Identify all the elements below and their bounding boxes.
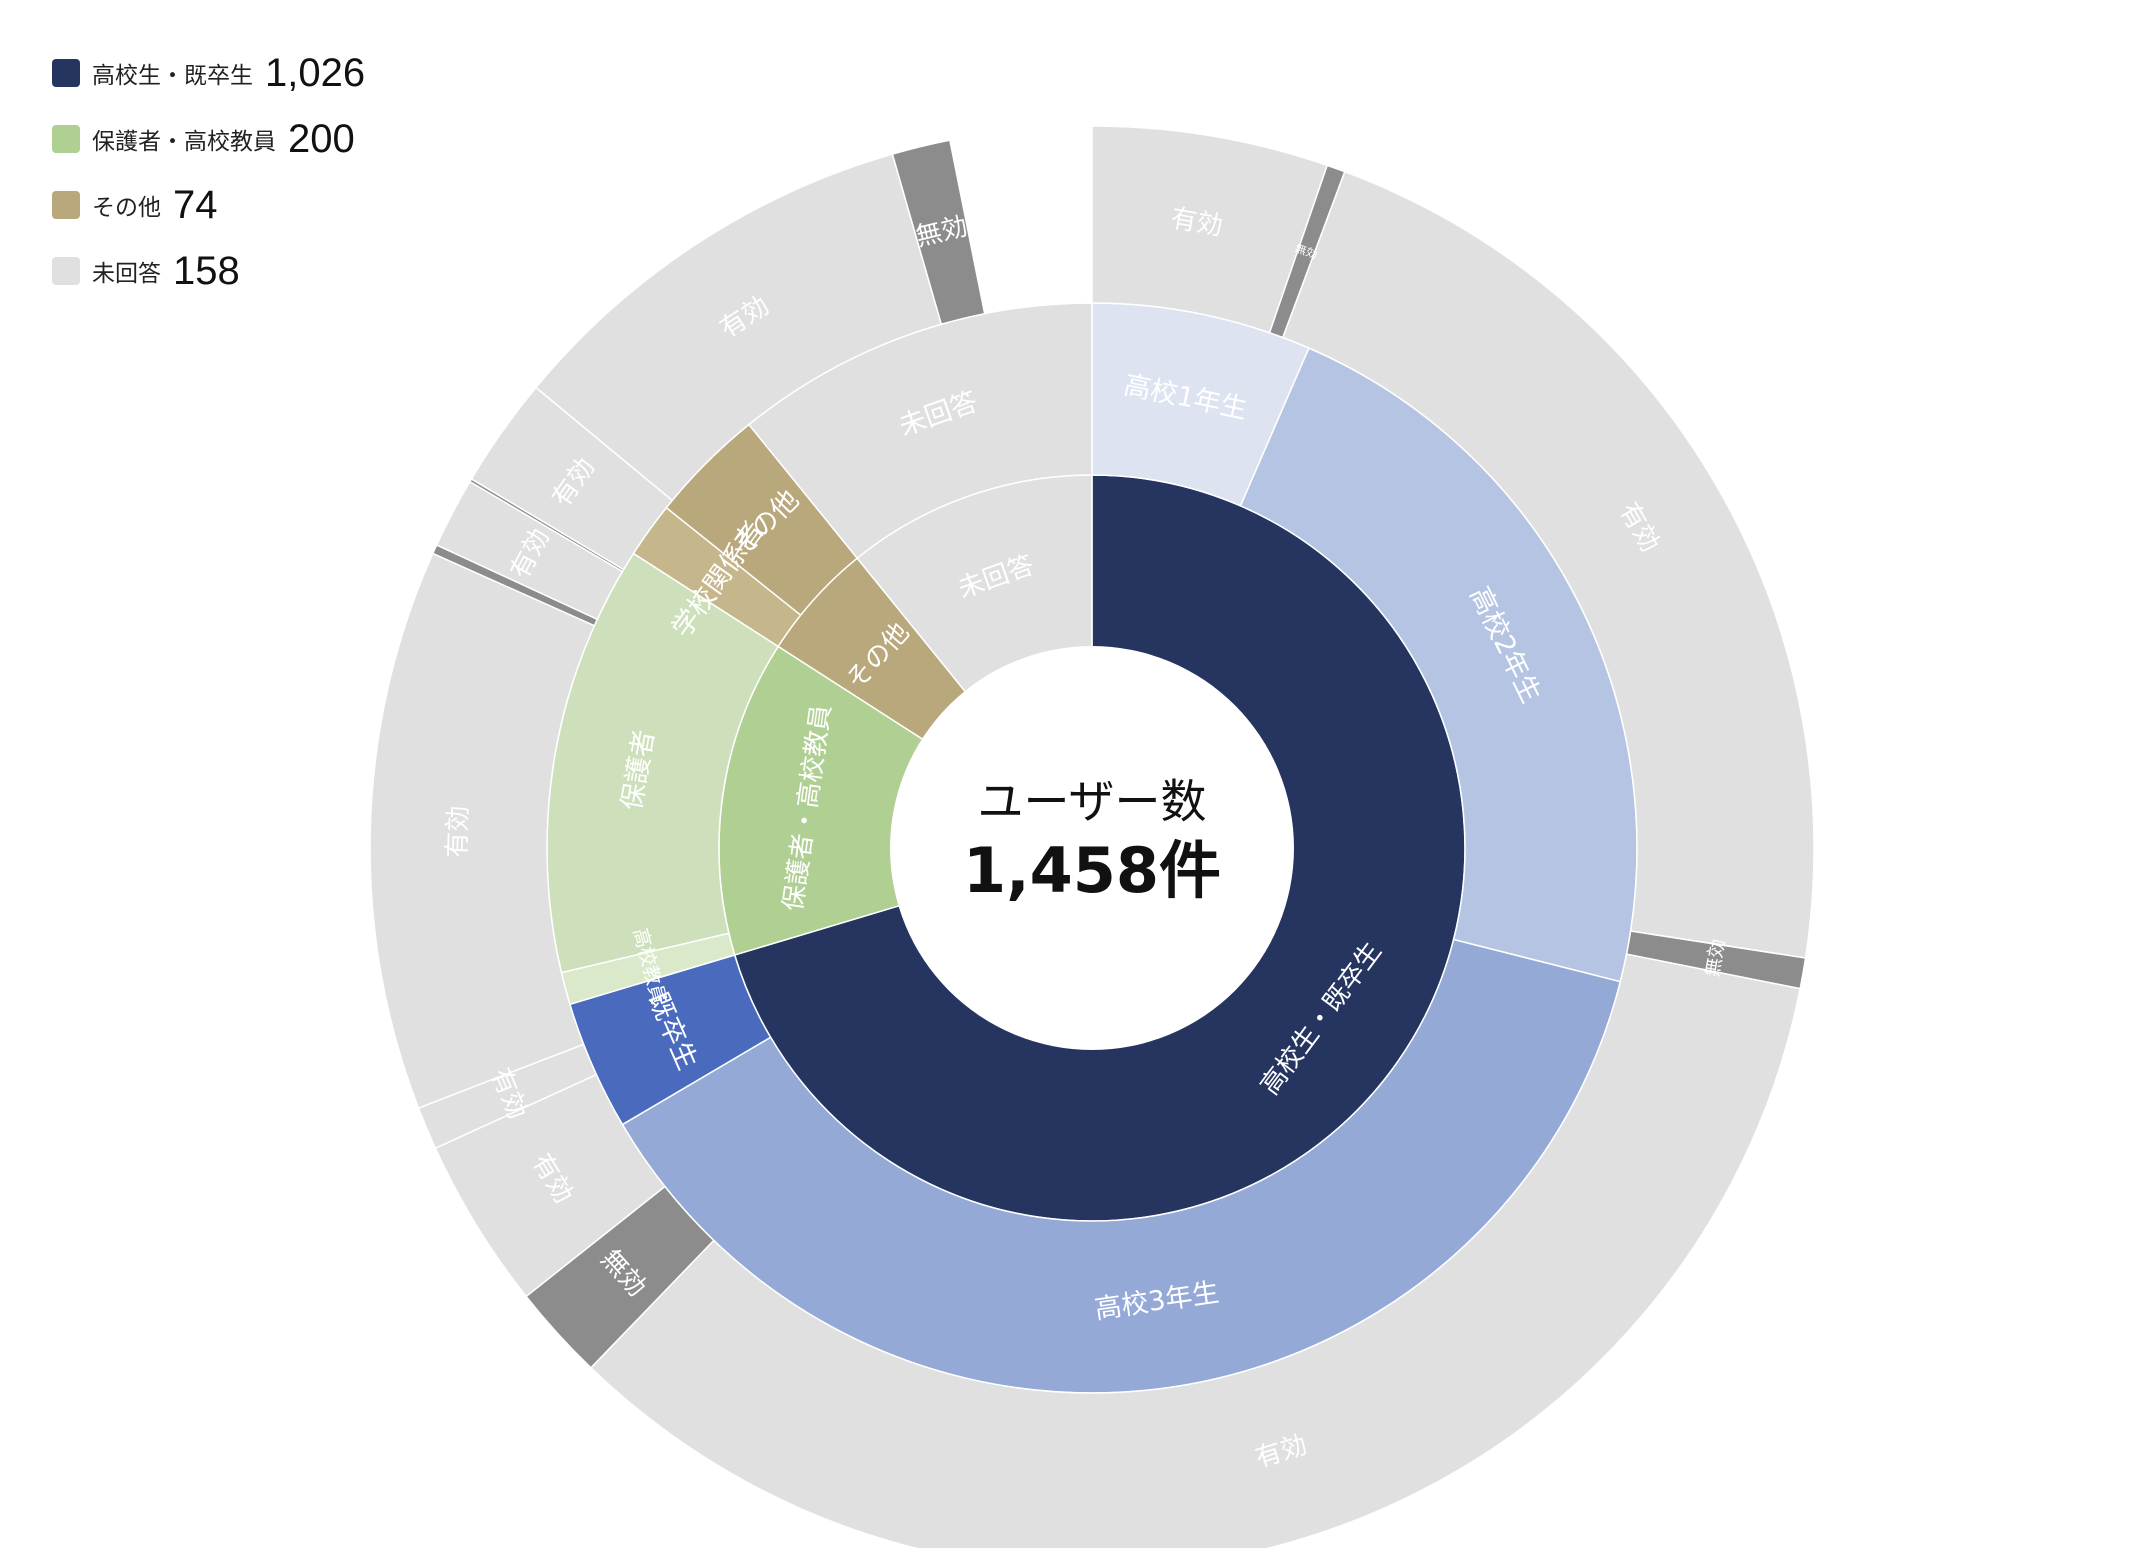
center-total: 1,458件 [963, 834, 1221, 907]
legend-label: 高校生・既卒生 [92, 63, 253, 89]
legend-value: 200 [288, 116, 355, 161]
legend: 高校生・既卒生 1,026 保護者・高校教員 200 その他 74 未回答 15… [52, 40, 365, 304]
legend-item-other: その他 74 [52, 172, 365, 238]
legend-label: 未回答 [92, 261, 161, 287]
legend-item-no-answer: 未回答 158 [52, 238, 365, 304]
legend-swatch [52, 59, 80, 87]
ring3-segment-label: 有効 [443, 805, 474, 858]
legend-value: 1,026 [265, 50, 366, 95]
center-title: ユーザー数 [977, 775, 1206, 829]
legend-label: その他 [92, 195, 161, 221]
legend-swatch [52, 125, 80, 153]
legend-value: 74 [173, 182, 218, 227]
legend-label: 保護者・高校教員 [92, 129, 276, 155]
ring3-segment[interactable] [891, 139, 986, 326]
legend-item-students: 高校生・既卒生 1,026 [52, 40, 365, 106]
legend-swatch [52, 257, 80, 285]
ring3-segment[interactable] [589, 953, 1802, 1548]
chart-center-hole [890, 646, 1294, 1050]
legend-item-parents-teachers: 保護者・高校教員 200 [52, 106, 365, 172]
legend-value: 158 [173, 248, 240, 293]
ring3-segment[interactable] [1281, 170, 1815, 959]
chart-segments [369, 125, 1815, 1548]
legend-swatch [52, 191, 80, 219]
